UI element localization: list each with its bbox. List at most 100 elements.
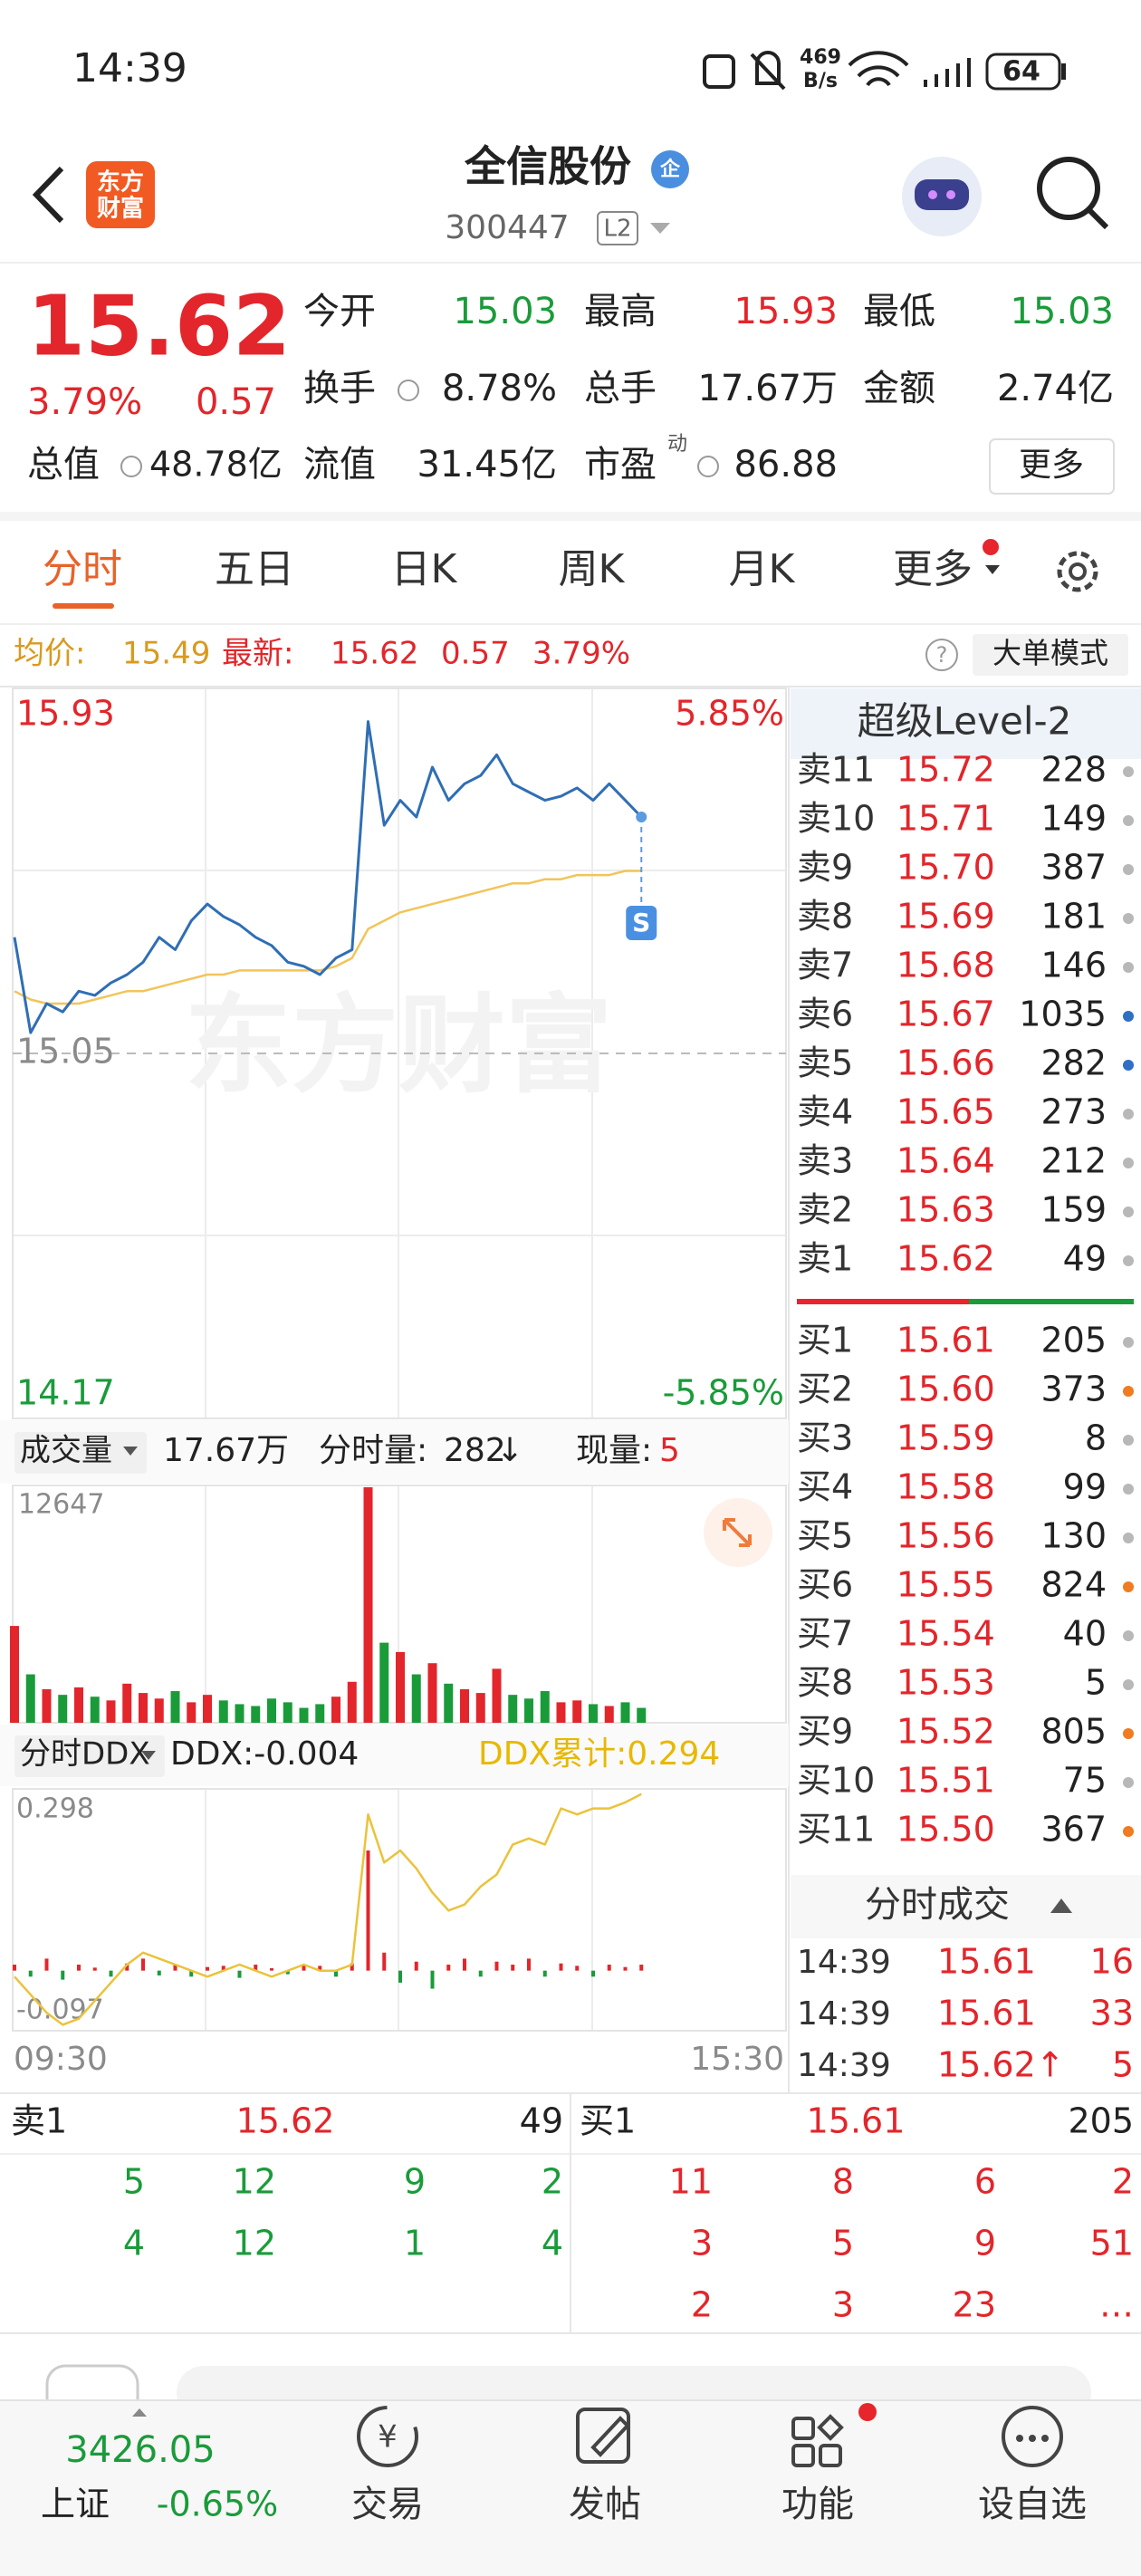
field-label: 总手 (584, 368, 657, 409)
volume-bar (363, 1487, 373, 1723)
book-price: 15.54 (896, 1614, 995, 1654)
back-button[interactable] (32, 166, 64, 224)
dropdown-arrow (123, 1447, 138, 1456)
info-icon[interactable] (120, 456, 142, 477)
depth-cell: 2 (542, 2162, 563, 2202)
volume-bar (572, 1700, 582, 1723)
y-tick-label: 15.93 (16, 694, 115, 734)
ddx-bar (382, 1952, 387, 1971)
book-price: 15.64 (896, 1141, 995, 1181)
book-label: 买10 (797, 1761, 875, 1801)
book-dot (1123, 1679, 1134, 1690)
info-icon[interactable] (697, 456, 719, 477)
index-name[interactable]: 上证 (41, 2485, 110, 2524)
ddx-bar (398, 1970, 402, 1983)
book-price: 15.52 (896, 1712, 995, 1752)
selector-box[interactable] (14, 1432, 147, 1474)
y-tick-label: -0.097 (16, 1994, 104, 2026)
help-icon[interactable] (925, 639, 958, 671)
func-icon[interactable] (791, 2417, 815, 2440)
ddx-bar (607, 1965, 611, 1971)
settings-icon[interactable] (1057, 551, 1098, 592)
change-pct: 3.79% (532, 636, 630, 672)
mode-text[interactable]: 大单模式 (992, 636, 1108, 670)
tab[interactable]: 月K (729, 546, 796, 592)
collapse-arrow[interactable] (1050, 1898, 1072, 1913)
selector-text[interactable]: 成交量 (20, 1433, 112, 1469)
volume-bar (475, 1693, 485, 1723)
depth-cell: 51 (1090, 2224, 1134, 2264)
book-dot (1123, 1435, 1134, 1446)
trade-time: 14:39 (797, 1995, 891, 2033)
pct-label: -5.85% (663, 1373, 784, 1413)
ddx-bar (542, 1970, 547, 1977)
search-icon[interactable] (1037, 157, 1100, 220)
selector-text[interactable]: 分时DDX (20, 1736, 150, 1773)
more-button-text[interactable]: 更多 (1019, 447, 1084, 484)
nfc-icon (703, 54, 735, 89)
ddx-bar (157, 1970, 161, 1975)
tab[interactable]: 分时 (43, 546, 122, 592)
field-value: 15.93 (734, 291, 838, 332)
book-volume: 367 (1040, 1810, 1107, 1850)
book-volume: 99 (1063, 1467, 1107, 1507)
book-price: 15.60 (896, 1370, 995, 1409)
nav-item[interactable]: 设自选 (978, 2484, 1087, 2525)
index-value[interactable]: 3426.05 (65, 2429, 215, 2471)
index-change[interactable]: -0.65% (157, 2485, 278, 2524)
book-volume: 5 (1085, 1663, 1107, 1703)
y-tick-label: 0.298 (16, 1793, 94, 1825)
tab[interactable]: 日K (391, 546, 458, 592)
dropdown-arrow[interactable] (650, 223, 670, 234)
trade-time: 14:39 (797, 1944, 891, 1981)
watch-icon[interactable] (1002, 2406, 1063, 2467)
tab-underline (53, 603, 114, 609)
change: 0.57 (441, 636, 510, 672)
book-volume: 824 (1040, 1565, 1107, 1605)
ddx-bar (254, 1965, 258, 1971)
robot-eye (928, 190, 937, 199)
nav-item[interactable]: 功能 (781, 2484, 854, 2525)
volume-bar (411, 1674, 421, 1723)
book-dot (1123, 1109, 1134, 1120)
trade-time: 14:39 (797, 2047, 891, 2084)
avg-label: 均价: (14, 636, 85, 672)
book-price: 15.55 (896, 1565, 995, 1605)
depth-cell: 9 (404, 2162, 426, 2202)
volume-bar (251, 1706, 261, 1723)
book-volume: 805 (1040, 1712, 1107, 1752)
more-button[interactable] (989, 438, 1115, 495)
ddx-total: DDX累计:0.294 (478, 1735, 720, 1773)
volume-bar (58, 1695, 68, 1723)
book-price: 15.51 (896, 1761, 995, 1801)
y-tick-label: 14.17 (16, 1373, 115, 1413)
book-label: 卖6 (797, 995, 853, 1034)
chart-grid (13, 688, 786, 2031)
book-dot (1123, 1255, 1134, 1266)
depth-label: 卖1 (11, 2101, 67, 2141)
trade-icon[interactable] (357, 2406, 418, 2467)
volume-bar (218, 1700, 228, 1723)
status-time: 14:39 (72, 45, 187, 91)
ddx-bar (318, 1966, 322, 1971)
info-icon[interactable] (398, 380, 419, 401)
selector-box[interactable] (14, 1735, 165, 1777)
post-icon[interactable] (576, 2408, 630, 2464)
tab[interactable]: 周K (559, 546, 626, 592)
book-price: 15.61 (896, 1321, 995, 1360)
depth-cell: 5 (123, 2162, 145, 2202)
mode-button[interactable] (973, 634, 1128, 676)
nav-item[interactable]: 发帖 (569, 2484, 641, 2525)
field-value: 17.67万 (697, 368, 838, 409)
expand-arrow[interactable] (132, 2408, 147, 2417)
tab[interactable]: 五日 (215, 546, 294, 592)
nav-item[interactable]: 交易 (351, 2484, 424, 2525)
book-price: 15.58 (896, 1467, 995, 1507)
signal-badge-text: S (632, 908, 650, 937)
ddx-bar (478, 1970, 483, 1977)
tab[interactable]: 更多 (893, 546, 973, 592)
book-dot (1123, 1777, 1134, 1788)
minute-volume: 282 (444, 1432, 506, 1469)
book-dot (1123, 913, 1134, 924)
last-price: 15.62 (331, 636, 418, 672)
